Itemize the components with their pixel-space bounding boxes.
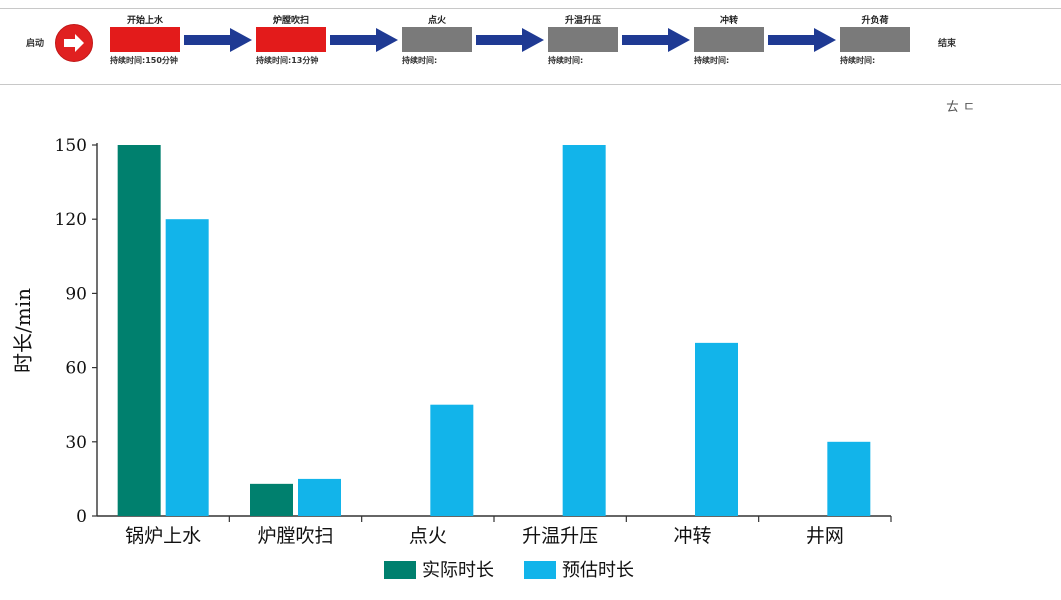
legend-swatch	[524, 561, 556, 579]
x-category-label: 锅炉上水	[125, 525, 201, 547]
stage-name: 冲转	[719, 16, 738, 26]
stage-status-box[interactable]	[840, 27, 910, 52]
x-category-label: 点火	[409, 525, 447, 547]
bar-estimated	[165, 219, 209, 516]
stage-status-box[interactable]	[402, 27, 472, 52]
y-tick-label: 30	[65, 433, 87, 453]
bar-estimated	[562, 145, 606, 516]
y-tick-label: 150	[55, 136, 87, 156]
stage-duration: 持续时间:	[840, 56, 876, 65]
y-tick-label: 120	[55, 210, 87, 230]
stage-name: 点火	[427, 16, 446, 26]
bar-estimated	[298, 478, 341, 516]
y-axis-label: 时长/min	[11, 288, 35, 373]
legend-label: 实际时长	[422, 560, 494, 581]
duration-chart: 0 30 60 90 120 150 时长/min 锅炉上水 炉膛吹扫 点火 升温升压 冲转 井网实际时…	[0, 110, 1061, 596]
flow-arrow-icon	[330, 28, 398, 52]
window-controls[interactable]: ㄊㄷ	[946, 96, 979, 115]
bar-estimated	[430, 404, 474, 516]
divider	[0, 84, 1061, 85]
legend-label: 预估时长	[562, 560, 634, 581]
stage-duration: 持续时间:	[694, 56, 730, 65]
bar-actual	[117, 145, 161, 516]
x-category-label: 冲转	[673, 525, 711, 547]
divider	[0, 8, 1061, 9]
end-label: 结束	[938, 39, 957, 49]
flow-arrow-icon	[622, 28, 690, 52]
flow-arrow-icon	[768, 28, 836, 52]
stage-duration: 持续时间:13分钟	[256, 56, 319, 65]
y-tick-label: 60	[65, 359, 87, 379]
x-category-label: 井网	[806, 525, 844, 547]
back-icon[interactable]: ㄷ	[963, 100, 979, 115]
bar-actual	[250, 483, 293, 516]
y-tick-label: 0	[76, 507, 87, 527]
flow-arrow-icon	[184, 28, 252, 52]
start-button[interactable]	[55, 24, 93, 62]
flow-arrow-icon	[476, 28, 544, 52]
stage-status-box[interactable]	[256, 27, 326, 52]
start-label: 启动	[26, 39, 45, 49]
x-category-label: 升温升压	[522, 525, 598, 547]
stage-name: 炉膛吹扫	[272, 16, 309, 26]
y-tick-label: 90	[65, 284, 87, 304]
stage-name: 升负荷	[861, 16, 889, 26]
stage-status-box[interactable]	[694, 27, 764, 52]
stage-duration: 持续时间:	[548, 56, 584, 65]
stage-duration: 持续时间:	[402, 56, 438, 65]
bar-estimated	[827, 441, 871, 516]
right-arrow-icon	[64, 34, 84, 52]
restore-icon[interactable]: ㄊ	[946, 100, 964, 115]
stage-status-box[interactable]	[548, 27, 618, 52]
stage-status-box[interactable]	[110, 27, 180, 52]
x-category-label: 炉膛吹扫	[257, 525, 333, 547]
bar-chart-svg: 0 30 60 90 120 150 时长/min 锅炉上水 炉膛吹扫 点火 升温升压 冲转 井网实际时…	[11, 136, 892, 581]
stage-name: 升温升压	[564, 16, 601, 26]
process-flow-bar: 启动 开始上水持续时间:150分钟 炉膛吹扫持续时间:13分钟 点火持续时间: 升温升…	[0, 0, 1061, 88]
stage-duration: 持续时间:150分钟	[110, 56, 178, 65]
bar-estimated	[695, 342, 738, 516]
legend-swatch	[384, 561, 416, 579]
stage-name: 开始上水	[126, 16, 163, 26]
